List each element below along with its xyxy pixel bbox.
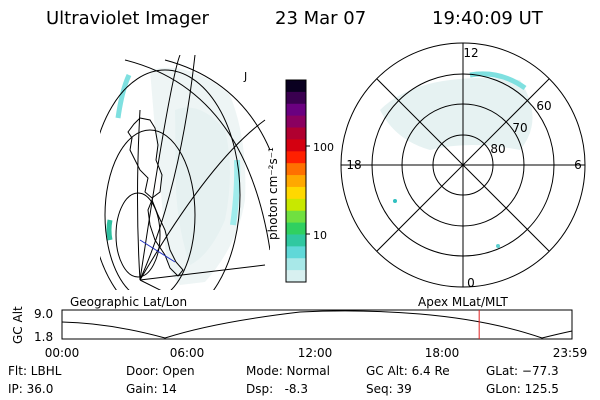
polar-emission	[380, 71, 533, 248]
altitude-xtick-1800: 18:00	[425, 346, 460, 360]
coastline	[127, 117, 163, 199]
observation-time: 19:40:09 UT	[432, 8, 543, 29]
colorbar-band	[286, 222, 306, 235]
altitude-xtick-0600: 06:00	[170, 346, 205, 360]
colorbar-unit-label: photon cm⁻²s⁻¹	[266, 147, 280, 240]
altitude-xtick-1200: 12:00	[298, 346, 333, 360]
orientation-marker: J	[243, 70, 247, 83]
gain-info: Gain: 14	[126, 382, 177, 396]
colorbar-band	[286, 175, 306, 188]
colorbar-band	[286, 80, 306, 93]
polar-mlt-panel[interactable]: 12 18 6 0 60 70 80	[340, 42, 586, 290]
seq-info: Seq: 39	[366, 382, 412, 396]
app-title: Ultraviolet Imager	[46, 8, 209, 29]
altitude-xtick-0000: 00:00	[45, 346, 80, 360]
colorbar-tick-10: 10	[313, 229, 327, 242]
mlat-label-80: 80	[490, 142, 505, 156]
colorbar-band	[286, 163, 306, 176]
altitude-xtick-2359: 23:59	[553, 346, 588, 360]
colorbar-tick-100: 100	[313, 141, 334, 154]
colorbar-band	[286, 246, 306, 259]
polar-grid	[340, 42, 586, 288]
geographic-aurora-arcs	[106, 73, 241, 241]
mlat-label-60: 60	[536, 99, 551, 113]
ip-info: IP: 36.0	[8, 382, 54, 396]
glon-info: GLon: 125.5	[486, 382, 559, 396]
lat-lon-grid	[100, 55, 270, 290]
geographic-map-panel[interactable]: J	[90, 55, 270, 320]
altitude-timeline[interactable]: 9.0 1.8 GC Alt 00:00 06:00 12:00 18:00 2…	[11, 306, 587, 360]
gc-alt-info: GC Alt: 6.4 Re	[366, 364, 450, 378]
mlt-label-0: 0	[467, 276, 475, 290]
colorbar-gradient	[286, 80, 306, 283]
altitude-ytick-1-8: 1.8	[34, 330, 53, 344]
mlt-label-12: 12	[463, 46, 478, 60]
colorbar-band	[286, 234, 306, 247]
colorbar-band	[286, 270, 306, 283]
glat-info: GLat: −77.3	[486, 364, 559, 378]
apex-panel-label: Apex MLat/MLT	[418, 295, 508, 309]
colorbar-band	[286, 103, 306, 117]
colorbar-band	[286, 127, 306, 140]
mode-info: Mode: Normal	[246, 364, 330, 378]
colorbar-band	[286, 151, 306, 164]
mlt-label-18: 18	[346, 158, 361, 172]
colorbar: 100 10 photon cm⁻²s⁻¹	[266, 79, 334, 283]
colorbar-band	[286, 258, 306, 271]
colorbar-band	[286, 186, 306, 200]
satellite-track	[139, 239, 176, 263]
mlt-label-6: 6	[574, 158, 582, 172]
colorbar-band	[286, 210, 306, 224]
door-info: Door: Open	[126, 364, 195, 378]
mlat-label-70: 70	[512, 121, 527, 135]
altitude-ytick-9: 9.0	[34, 307, 53, 321]
dsp-info: Dsp: -8.3	[246, 382, 309, 396]
colorbar-band	[286, 139, 306, 152]
colorbar-band	[286, 91, 306, 105]
coastline	[147, 198, 184, 277]
altitude-curve	[61, 310, 573, 339]
colorbar-band	[286, 115, 306, 129]
colorbar-band	[286, 198, 306, 212]
altitude-ylabel: GC Alt	[11, 306, 25, 344]
observation-date: 23 Mar 07	[275, 8, 367, 29]
filter-info: Flt: LBHL	[8, 364, 62, 378]
geographic-panel-label: Geographic Lat/Lon	[70, 295, 187, 309]
geographic-emission-haze	[150, 67, 246, 286]
